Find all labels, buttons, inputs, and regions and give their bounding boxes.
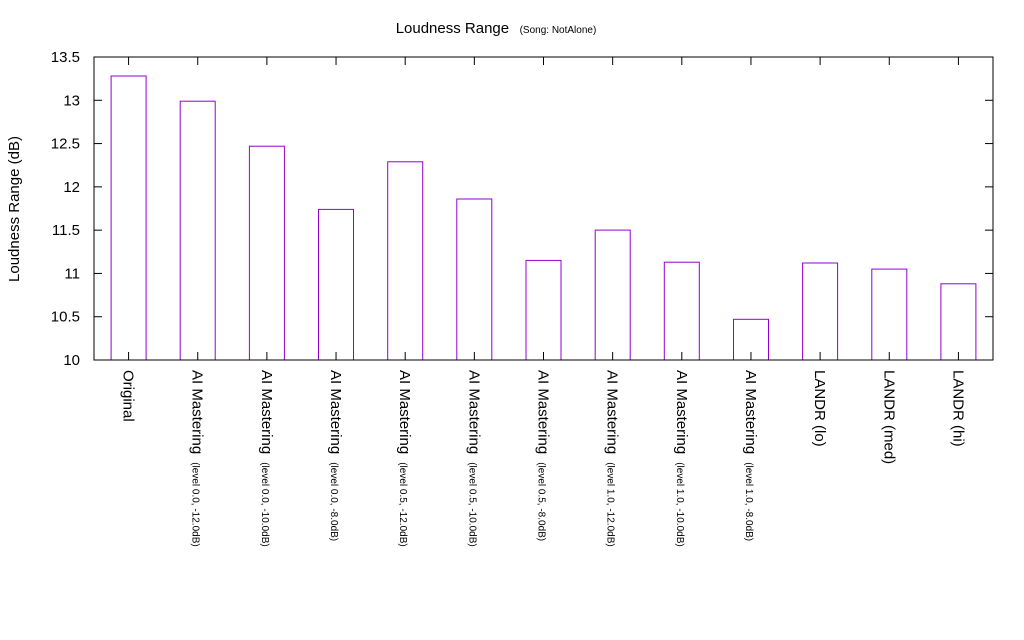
x-tick-label: LANDR (lo) [811,370,828,447]
y-tick-label: 13 [63,92,80,109]
bar [318,208,354,361]
x-tick-label: AI Mastering (level 0.0, -12.0dB) [189,370,206,547]
y-tick-label: 10.5 [51,309,80,326]
x-tick-label: AI Mastering (level 1.0, -12.0dB) [604,370,621,547]
bar [663,261,700,361]
x-tick-label-main: AI Mastering [465,370,482,454]
x-tick-label-main: LANDR (lo) [811,370,828,447]
bar [802,262,839,361]
x-tick-label-main: AI Mastering [258,370,275,454]
x-tick-label-sub: (level 1.0, -12.0dB) [605,462,616,547]
plot-frame [93,56,994,361]
x-tick-label-main: LANDR (med) [880,370,897,464]
chart-title-main: Loudness Range [396,20,509,37]
y-tick-label: 10 [63,352,80,369]
bar [248,145,285,361]
bar [871,268,908,361]
x-tick-label: Original [120,370,137,422]
x-tick-label-sub: (level 1.0, -8.0dB) [743,462,754,541]
x-tick-label-sub: (level 0.5, -10.0dB) [466,462,477,547]
x-tick-label-main: AI Mastering [189,370,206,454]
x-tick-label-main: Original [120,370,137,422]
x-tick-label: LANDR (med) [880,370,897,464]
bars-group [110,75,977,361]
x-tick-label: AI Mastering (level 0.0, -10.0dB) [258,370,275,547]
bar [179,100,216,361]
x-tick-label: AI Mastering (level 1.0, -8.0dB) [742,370,759,541]
y-tick-label: 11.5 [52,222,80,239]
chart-subtitle: (Song: NotAlone) [520,25,597,36]
x-tick-label-main: AI Mastering [535,370,552,454]
chart-title: Loudness Range (Song: NotAlone) [396,20,597,37]
x-tick-label-main: AI Mastering [604,370,621,454]
x-tick-label: AI Mastering (level 0.5, -8.0dB) [535,370,552,541]
y-axis-label: Loudness Range (dB) [6,136,23,282]
x-tick-label-main: AI Mastering [673,370,690,454]
y-tick-label: 13.5 [51,49,80,66]
x-tick-label-main: LANDR (hi) [949,370,966,447]
x-tick-label-sub: (level 0.5, -8.0dB) [536,462,547,541]
bar [594,229,631,361]
x-tick-label: AI Mastering (level 1.0, -10.0dB) [673,370,690,547]
y-tick-label: 11 [64,265,80,282]
bar [110,75,147,361]
x-tick-label-sub: (level 0.0, -10.0dB) [259,462,270,547]
x-tick-label: AI Mastering (level 0.0, -8.0dB) [327,370,344,541]
bar [525,259,562,361]
y-ticks-group: 10 10.5 11 11.5 12 12.5 13 13.5 [51,49,993,369]
x-tick-label: AI Mastering (level 0.5, -10.0dB) [465,370,482,547]
x-tick-label-main: AI Mastering [396,370,413,454]
x-ticks-group: Original AI Mastering (level 0.0, -12.0dB)… [120,57,966,547]
x-tick-label-sub: (level 1.0, -10.0dB) [674,462,685,547]
x-tick-label-sub: (level 0.5, -12.0dB) [397,462,408,547]
x-tick-label-sub: (level 0.0, -8.0dB) [328,462,339,541]
x-tick-label: AI Mastering (level 0.5, -12.0dB) [396,370,413,547]
x-tick-label-main: AI Mastering [742,370,759,454]
y-tick-label: 12.5 [51,136,80,153]
x-tick-label-main: AI Mastering [327,370,344,454]
y-tick-label: 12 [63,179,80,196]
x-tick-label: LANDR (hi) [949,370,966,447]
bar [387,161,424,361]
bar [940,283,977,361]
x-tick-label-sub: (level 0.0, -12.0dB) [190,462,201,547]
bar [456,198,493,361]
